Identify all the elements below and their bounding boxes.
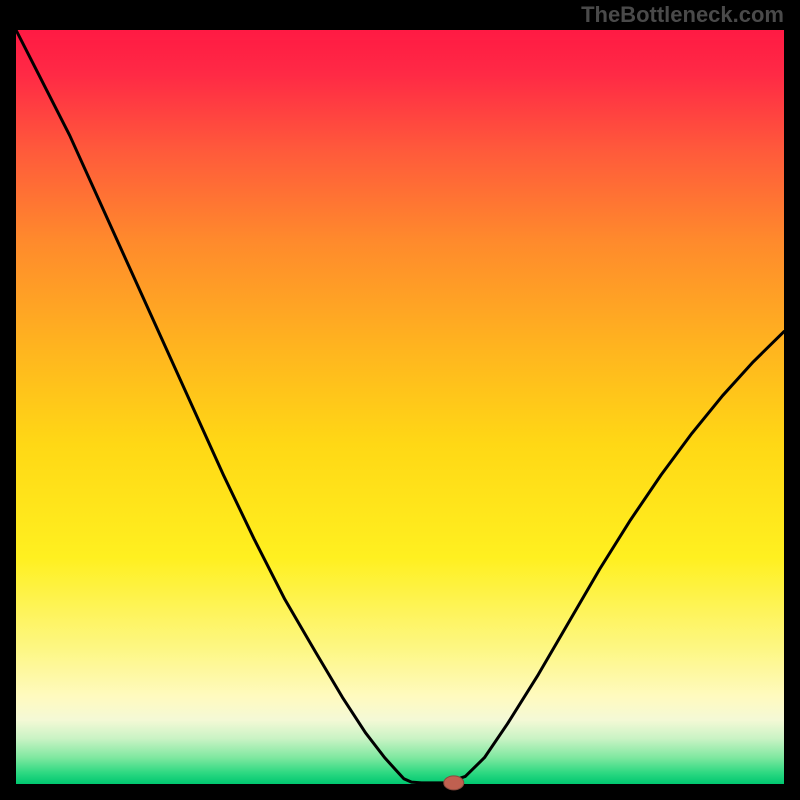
plot-background xyxy=(16,30,784,784)
optimum-marker xyxy=(444,776,464,790)
chart-container: TheBottleneck.com xyxy=(0,0,800,800)
bottleneck-curve-chart: TheBottleneck.com xyxy=(0,0,800,800)
watermark-text: TheBottleneck.com xyxy=(581,2,784,27)
